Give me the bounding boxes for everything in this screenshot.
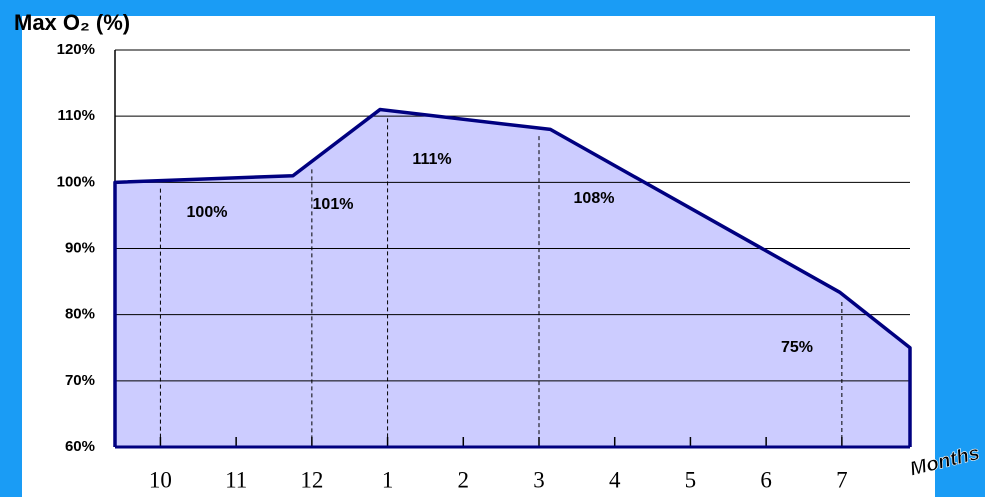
y-tick-label: 110% <box>57 107 95 124</box>
y-tick-label: 60% <box>65 438 95 455</box>
data-label: 111% <box>412 151 451 168</box>
area <box>115 109 910 448</box>
y-tick-label: 120% <box>57 41 95 58</box>
x-tick-label: 5 <box>685 467 697 492</box>
data-label: 108% <box>574 190 615 207</box>
x-tick-label: 10 <box>149 467 172 492</box>
x-tick-label: 2 <box>458 467 470 492</box>
x-tick-label: 11 <box>225 467 247 492</box>
data-label: 75% <box>781 339 813 356</box>
x-tick-label: 1 <box>382 467 394 492</box>
y-tick-label: 70% <box>65 372 95 389</box>
y-tick-label: 80% <box>65 306 95 323</box>
x-tick-label: 3 <box>533 467 545 492</box>
x-tick-label: 4 <box>609 467 621 492</box>
data-label: 101% <box>313 196 354 213</box>
x-tick-label: 12 <box>300 467 323 492</box>
x-tick-label: 7 <box>836 467 848 492</box>
data-label: 100% <box>187 204 228 221</box>
y-tick-label: 90% <box>65 239 95 256</box>
line <box>113 107 912 447</box>
chart-title: Max O₂ (%) <box>14 10 130 35</box>
y-tick-label: 100% <box>57 173 95 190</box>
x-tick-label: 6 <box>760 467 772 492</box>
